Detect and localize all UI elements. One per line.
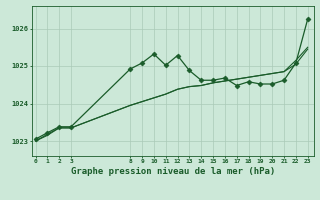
X-axis label: Graphe pression niveau de la mer (hPa): Graphe pression niveau de la mer (hPa) [71, 167, 275, 176]
